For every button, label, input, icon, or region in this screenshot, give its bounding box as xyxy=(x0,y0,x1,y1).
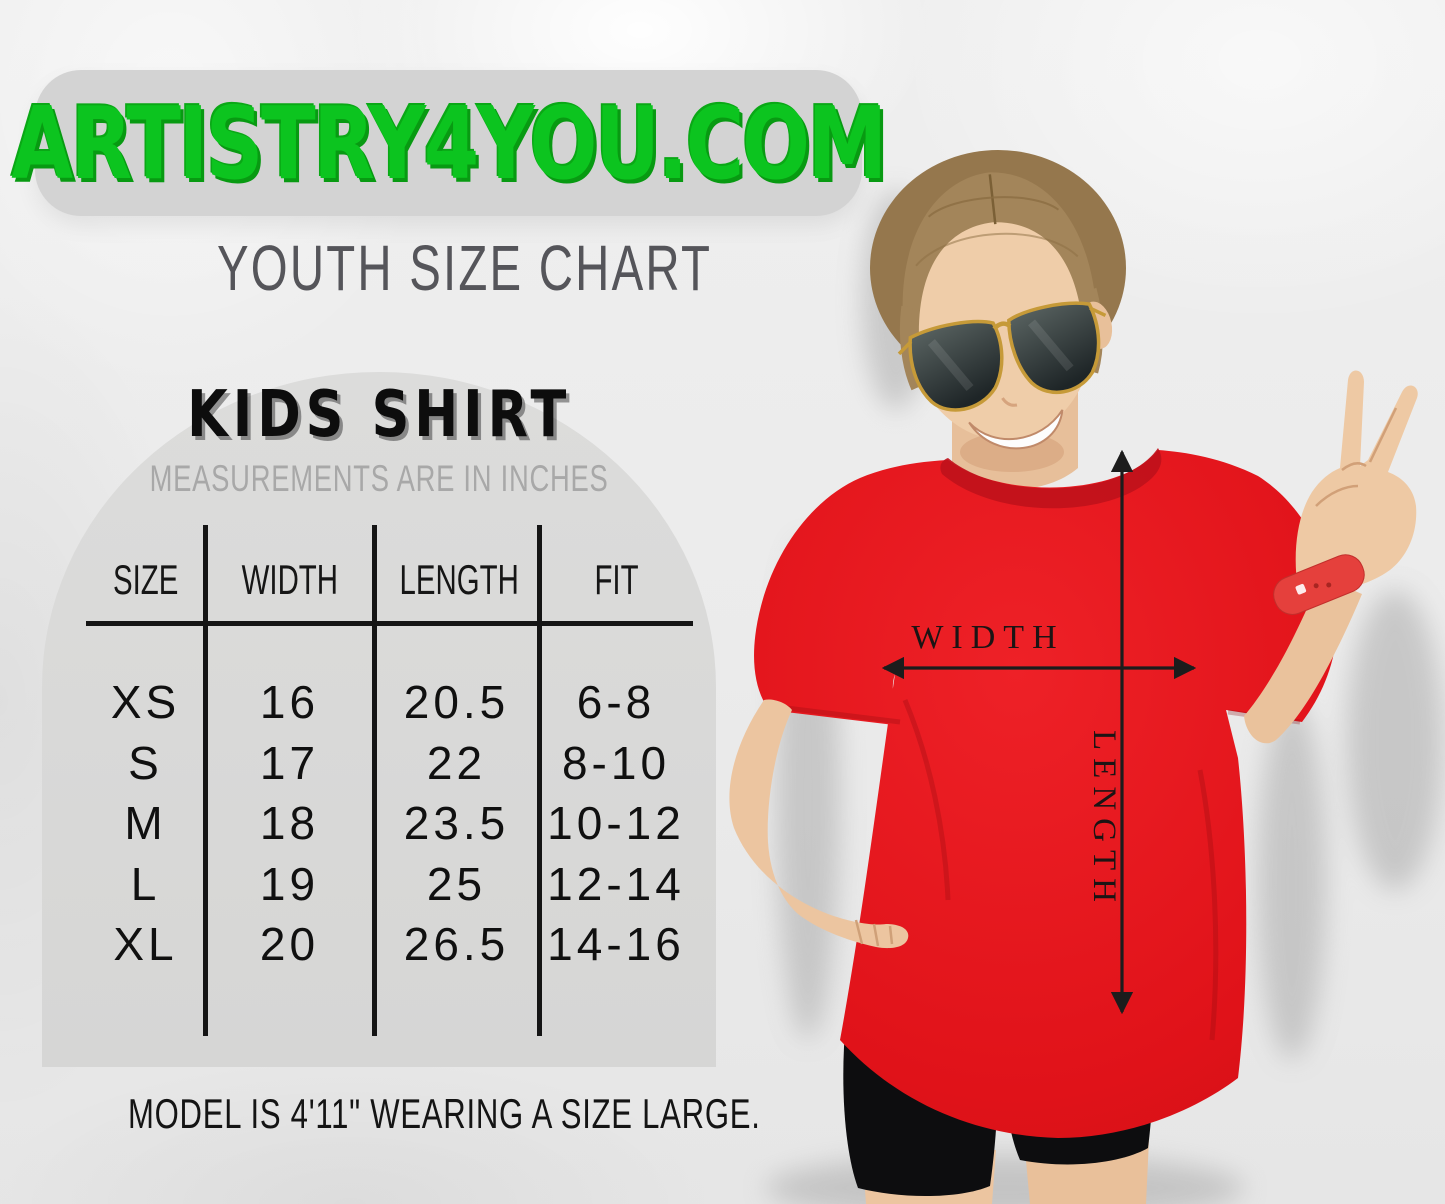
cell-m-length: 23.5 xyxy=(403,797,510,850)
cell-xs-size: XS xyxy=(110,676,181,729)
cell-xl-length: 26.5 xyxy=(403,918,510,971)
size-table-header: SIZE WIDTH LENGTH FIT xyxy=(86,556,693,604)
column-header-width: WIDTH xyxy=(241,556,338,603)
logo-banner: ARTISTRY4YOU.COM xyxy=(12,70,888,216)
cell-xs-width: 16 xyxy=(259,676,320,729)
cell-s-size: S xyxy=(128,736,163,789)
cell-m-size: M xyxy=(124,797,167,850)
page-title-text: YOUTH SIZE CHART xyxy=(217,232,713,304)
panel-title: KIDS SHIRT xyxy=(186,378,572,452)
size-panel xyxy=(42,372,716,1067)
column-header-length: LENGTH xyxy=(399,556,519,603)
site-logo: ARTISTRY4YOU.COM xyxy=(11,84,888,202)
cell-xs-fit: 6-8 xyxy=(576,676,656,729)
cell-l-length: 25 xyxy=(426,857,487,910)
page-title: YOUTH SIZE CHART xyxy=(55,231,875,305)
cell-xl-fit: 14-16 xyxy=(547,918,685,971)
panel-subtitle: MEASUREMENTS ARE IN INCHES xyxy=(149,458,609,499)
size-table-body: XS 16 20.5 6-8 S 17 22 8-10 M 18 23.5 10… xyxy=(86,672,693,975)
table-divider-vertical-2 xyxy=(372,525,377,1036)
cell-s-fit: 8-10 xyxy=(561,736,671,789)
cell-l-size: L xyxy=(130,857,161,910)
cell-s-width: 17 xyxy=(259,736,320,789)
column-header-fit: FIT xyxy=(593,556,639,603)
table-divider-horizontal xyxy=(86,621,693,626)
cell-xl-width: 20 xyxy=(259,918,320,971)
cell-m-width: 18 xyxy=(259,797,320,850)
table-divider-vertical-1 xyxy=(203,525,208,1036)
cell-m-fit: 10-12 xyxy=(547,797,685,850)
column-header-size: SIZE xyxy=(112,556,179,603)
cell-s-length: 22 xyxy=(426,736,487,789)
table-divider-vertical-3 xyxy=(537,525,542,1036)
model-note: MODEL IS 4'11" WEARING A SIZE LARGE. xyxy=(128,1090,761,1137)
cell-l-fit: 12-14 xyxy=(547,857,685,910)
cell-l-width: 19 xyxy=(259,857,320,910)
cell-xl-size: XL xyxy=(113,918,178,971)
cell-xs-length: 20.5 xyxy=(403,676,510,729)
